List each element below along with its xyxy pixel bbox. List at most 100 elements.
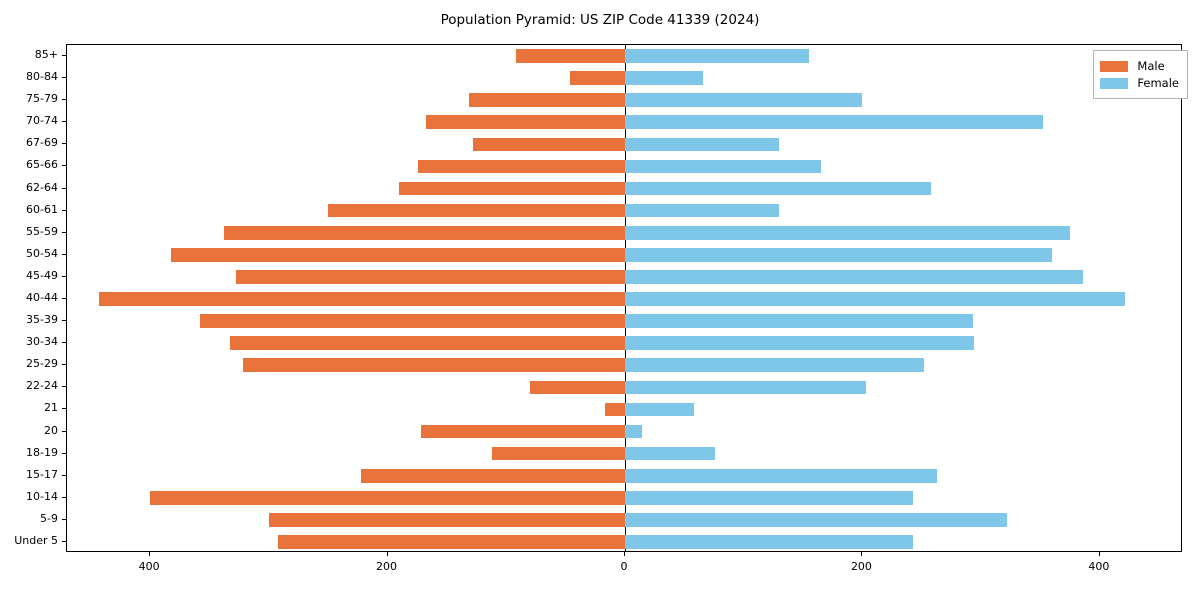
bar-female-75-79 (625, 93, 863, 108)
bar-male-18-19 (492, 446, 625, 461)
x-tick-label-0: 400 (138, 560, 160, 573)
bar-female-67-69 (625, 137, 780, 152)
bar-row (67, 137, 1181, 152)
y-tick-mark (62, 99, 66, 101)
y-tick-label-50-54: 50-54 (26, 246, 58, 260)
y-tick-label-15-17: 15-17 (26, 467, 58, 481)
bar-row (67, 380, 1181, 395)
bar-female-40-44 (625, 292, 1125, 306)
bar-male-21 (604, 402, 625, 417)
y-tick-mark (62, 298, 66, 299)
y-tick-label-under-5: Under 5 (14, 533, 58, 547)
x-tick-mark (624, 552, 625, 556)
y-tick-label-40-44: 40-44 (26, 291, 58, 304)
y-tick-mark (62, 364, 66, 366)
bar-row (67, 93, 1181, 108)
legend-item-female[interactable]: Female (1100, 76, 1179, 90)
y-tick-mark (62, 474, 66, 476)
y-tick-mark (62, 320, 66, 322)
bar-male-22-24 (530, 380, 625, 395)
y-tick-mark (62, 121, 66, 123)
y-tick-label-5-9: 5-9 (40, 511, 58, 525)
bar-male-35-39 (199, 314, 625, 328)
bar-row (67, 247, 1181, 262)
y-tick-mark (62, 518, 66, 520)
bar-female-30-34 (625, 336, 975, 350)
bar-row (67, 446, 1181, 461)
x-tick-label-2: 0 (620, 560, 628, 573)
y-tick-mark (62, 231, 66, 233)
y-tick-mark (62, 408, 66, 410)
y-tick-label-80-84: 80-84 (26, 70, 58, 84)
bar-male-20 (420, 424, 625, 439)
bar-male-30-34 (229, 336, 625, 350)
y-tick-mark (62, 342, 66, 344)
bar-male-40-44 (99, 292, 625, 306)
bar-row (67, 225, 1181, 240)
bar-row (67, 71, 1181, 85)
bar-female-10-14 (625, 490, 914, 505)
y-tick-label-22-24: 22-24 (26, 379, 58, 393)
bar-row (67, 468, 1181, 483)
y-tick-mark (62, 386, 66, 388)
bar-female-85- (625, 49, 810, 63)
bar-male-70-74 (425, 115, 625, 130)
y-tick-label-45-49: 45-49 (26, 268, 58, 282)
bar-male-80-84 (570, 71, 625, 85)
bar-female-22-24 (625, 380, 866, 395)
bar-row (67, 424, 1181, 439)
bar-row (67, 203, 1181, 218)
y-tick-label-60-61: 60-61 (26, 202, 58, 216)
legend-item-male[interactable]: Male (1100, 59, 1179, 73)
bar-female-18-19 (625, 446, 716, 461)
y-tick-label-85-: 85+ (34, 48, 58, 62)
y-tick-mark (62, 187, 66, 189)
y-tick-label-62-64: 62-64 (26, 180, 58, 194)
y-tick-label-70-74: 70-74 (26, 114, 58, 128)
legend-label-female: Female (1137, 76, 1179, 90)
y-tick-mark (62, 540, 66, 542)
x-tick-label-3: 200 (850, 560, 872, 573)
y-tick-label-30-34: 30-34 (26, 335, 58, 349)
bar-female-55-59 (625, 225, 1071, 240)
y-tick-mark (62, 77, 66, 79)
plot-area (66, 44, 1182, 552)
y-tick-mark (62, 275, 66, 277)
x-tick-mark (149, 552, 151, 556)
bar-female-15-17 (625, 468, 938, 483)
bar-male-85- (515, 49, 625, 63)
y-tick-mark (62, 143, 66, 145)
y-tick-mark (62, 55, 66, 57)
bar-female-35-39 (625, 314, 973, 328)
x-tick-mark (861, 552, 863, 556)
y-tick-mark (62, 209, 66, 211)
y-tick-label-18-19: 18-19 (26, 445, 58, 459)
bar-row (67, 513, 1181, 527)
y-tick-label-20: 20 (44, 423, 58, 437)
bar-female-5-9 (625, 513, 1008, 527)
legend-swatch-male (1100, 60, 1129, 72)
bar-female-under-5 (625, 535, 914, 549)
y-tick-label-35-39: 35-39 (26, 313, 58, 327)
y-tick-label-21: 21 (44, 401, 58, 415)
bar-female-45-49 (625, 270, 1084, 284)
bar-row (67, 49, 1181, 63)
bar-male-50-54 (171, 247, 625, 262)
bar-female-21 (625, 402, 694, 417)
y-tick-label-10-14: 10-14 (26, 489, 58, 503)
bar-male-62-64 (399, 181, 625, 196)
y-tick-mark (62, 496, 66, 498)
y-tick-label-55-59: 55-59 (26, 224, 58, 238)
y-tick-mark (62, 430, 66, 432)
bar-row (67, 270, 1181, 284)
bar-male-60-61 (328, 203, 625, 218)
bar-row (67, 314, 1181, 328)
legend-swatch-female (1100, 77, 1129, 89)
y-tick-mark (62, 253, 66, 255)
bar-row (67, 181, 1181, 196)
bar-male-10-14 (150, 490, 625, 505)
y-tick-label-25-29: 25-29 (26, 357, 58, 371)
bar-row (67, 402, 1181, 417)
y-tick-mark (62, 452, 66, 454)
bar-female-50-54 (625, 247, 1053, 262)
